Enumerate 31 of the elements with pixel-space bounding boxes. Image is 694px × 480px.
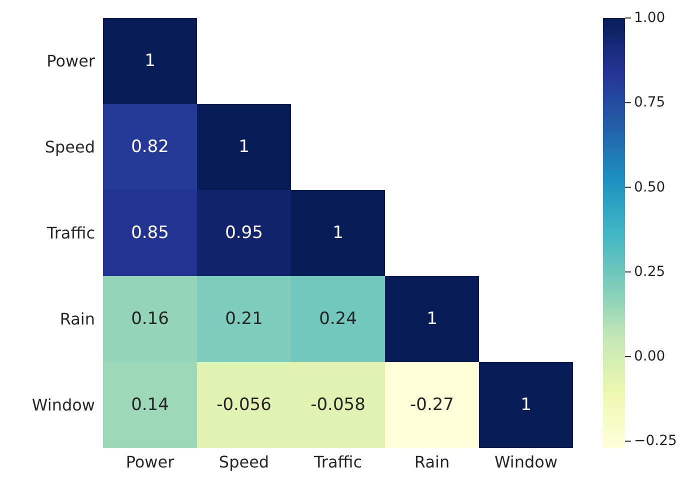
- color-bar-label: −0.25: [634, 433, 677, 450]
- y-tick-label: Window: [32, 396, 95, 415]
- color-bar-label: 0.00: [634, 348, 666, 365]
- data-label: -0.27: [410, 395, 454, 415]
- data-label: 1: [332, 223, 344, 243]
- x-tick-label: Traffic: [312, 452, 362, 472]
- data-label: 0.14: [131, 395, 169, 415]
- color-bar-label: 0.75: [634, 94, 666, 111]
- data-label: -0.058: [310, 395, 366, 415]
- data-label: 0.95: [225, 223, 263, 243]
- y-tick-label: Rain: [60, 310, 95, 329]
- data-label: 0.85: [131, 223, 169, 243]
- y-tick-label: Speed: [44, 138, 95, 157]
- y-tick-label: Power: [46, 52, 96, 71]
- data-label: 1: [426, 309, 438, 329]
- color-bar-label: 0.50: [634, 179, 666, 196]
- data-label: 0.21: [225, 309, 263, 329]
- data-label: 1: [520, 395, 532, 415]
- data-label: 1: [238, 137, 250, 157]
- data-label: 1: [144, 51, 156, 71]
- color-bar-label: 0.25: [634, 264, 666, 280]
- data-label: 0.24: [319, 309, 357, 329]
- x-tick-label: Window: [494, 452, 558, 472]
- color-bar-label: 1.00: [634, 10, 666, 26]
- y-tick-label: Traffic: [46, 224, 95, 243]
- data-label: -0.056: [216, 395, 272, 415]
- x-tick-label: Speed: [218, 452, 270, 472]
- data-label: 0.82: [131, 137, 169, 157]
- x-tick-label: Rain: [414, 452, 450, 472]
- x-tick-label: Power: [126, 452, 175, 472]
- data-label: 0.16: [131, 309, 169, 329]
